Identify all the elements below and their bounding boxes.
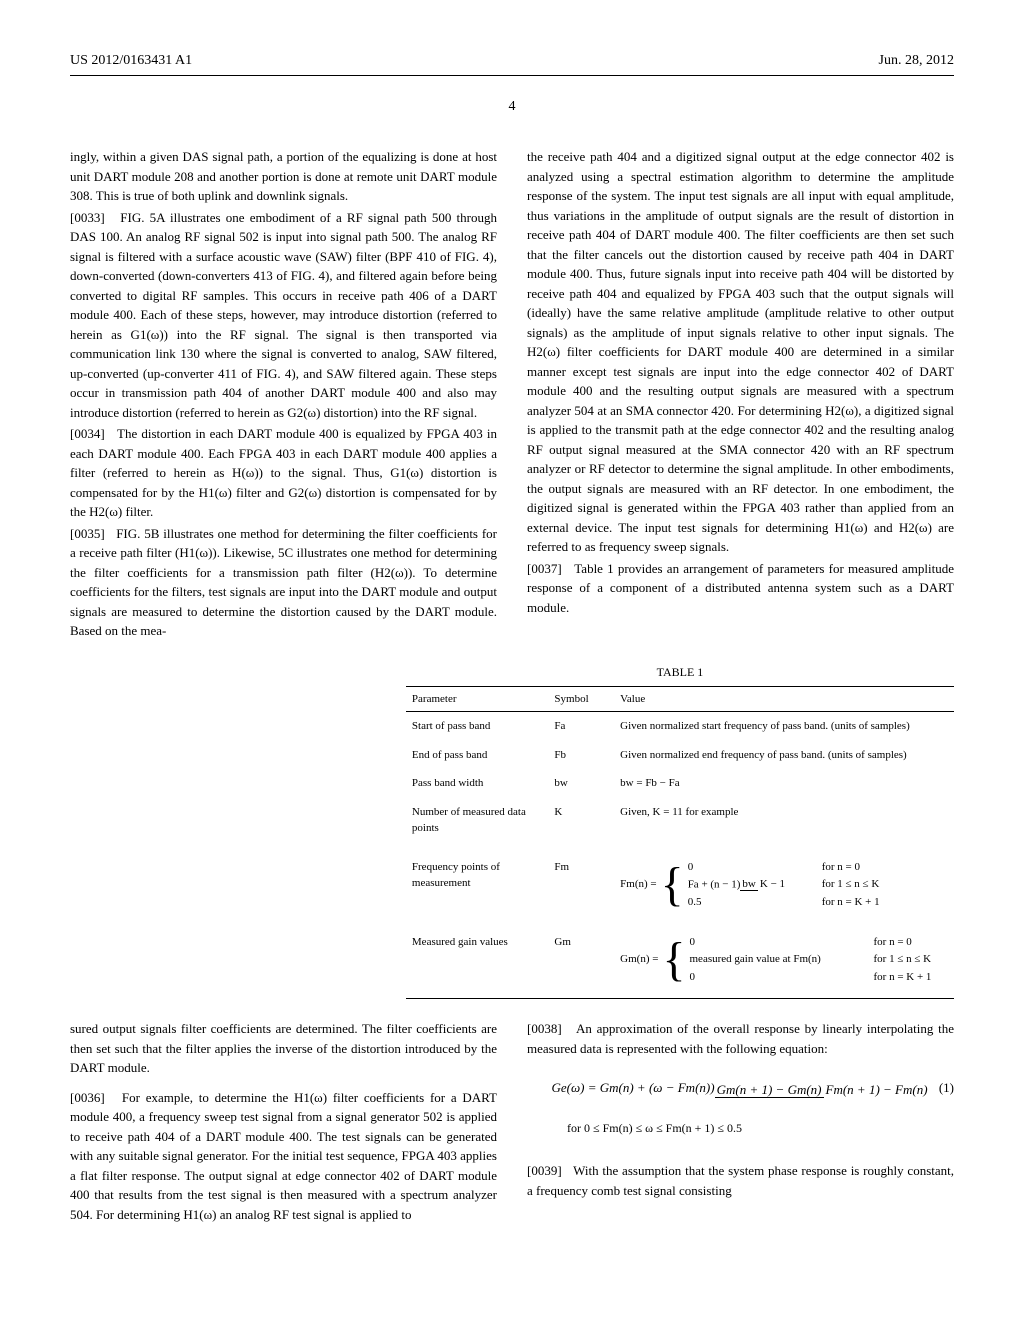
- equation-1-number: (1): [939, 1078, 954, 1098]
- para-intro: ingly, within a given DAS signal path, a…: [70, 147, 497, 206]
- column-left: ingly, within a given DAS signal path, a…: [70, 147, 497, 643]
- publication-number: US 2012/0163431 A1: [70, 50, 192, 71]
- para-34: [0034] The distortion in each DART modul…: [70, 424, 497, 522]
- para-35-text: FIG. 5B illustrates one method for deter…: [70, 526, 497, 639]
- para-num-34: [0034]: [70, 426, 105, 441]
- para-33: [0033] FIG. 5A illustrates one embodimen…: [70, 208, 497, 423]
- main-columns: ingly, within a given DAS signal path, a…: [70, 147, 954, 643]
- para-33-text: FIG. 5A illustrates one embodiment of a …: [70, 210, 497, 420]
- table-cell-param: Frequency points of measurement: [406, 843, 549, 918]
- table-cell-param: Start of pass band: [406, 712, 549, 741]
- para-35: [0035] FIG. 5B illustrates one method fo…: [70, 524, 497, 641]
- bottom-column-right: [0038] An approximation of the overall r…: [527, 1019, 954, 1226]
- table-row: Frequency points of measurement Fm Fm(n)…: [406, 843, 954, 918]
- table-row: Number of measured data points K Given, …: [406, 798, 954, 843]
- para-num-37: [0037]: [527, 561, 562, 576]
- table-cell-value: Given normalized end frequency of pass b…: [614, 741, 954, 770]
- table-cell-value: Given, K = 11 for example: [614, 798, 954, 843]
- equation-1: Ge(ω) = Gm(n) + (ω − Fm(n))Gm(n + 1) − G…: [527, 1078, 954, 1099]
- para-38: [0038] An approximation of the overall r…: [527, 1019, 954, 1058]
- publication-date: Jun. 28, 2012: [879, 50, 954, 71]
- para-34-text: The distortion in each DART module 400 i…: [70, 426, 497, 519]
- para-num-33: [0033]: [70, 210, 105, 225]
- equation-1-condition: for 0 ≤ Fm(n) ≤ ω ≤ Fm(n + 1) ≤ 0.5: [527, 1119, 954, 1137]
- para-col2-cont: the receive path 404 and a digitized sig…: [527, 147, 954, 557]
- para-num-39: [0039]: [527, 1163, 562, 1178]
- para-bottom-cont: sured output signals filter coefficients…: [70, 1019, 497, 1078]
- table-1-caption: TABLE 1: [406, 663, 954, 681]
- table-cell-param: End of pass band: [406, 741, 549, 770]
- table-cell-symbol: Gm: [548, 918, 614, 999]
- table-cell-formula-fm: Fm(n) = { 0for n = 0 Fa + (n − 1)bwK − 1…: [614, 843, 954, 918]
- para-39: [0039] With the assumption that the syst…: [527, 1161, 954, 1200]
- table-cell-value: bw = Fb − Fa: [614, 769, 954, 798]
- bottom-column-left: sured output signals filter coefficients…: [70, 1019, 497, 1226]
- table-cell-formula-gm: Gm(n) = { 0for n = 0 measured gain value…: [614, 918, 954, 999]
- table-cell-symbol: Fb: [548, 741, 614, 770]
- table-row: End of pass band Fb Given normalized end…: [406, 741, 954, 770]
- page-number: 4: [70, 96, 954, 117]
- table-1: Parameter Symbol Value Start of pass ban…: [406, 686, 954, 1000]
- para-37-text: Table 1 provides an arrangement of param…: [527, 561, 954, 615]
- para-num-36: [0036]: [70, 1090, 105, 1105]
- para-36-text: For example, to determine the H1(ω) filt…: [70, 1090, 497, 1222]
- table-cell-param: Pass band width: [406, 769, 549, 798]
- column-right: the receive path 404 and a digitized sig…: [527, 147, 954, 643]
- table-1-container: TABLE 1 Parameter Symbol Value Start of …: [406, 663, 954, 1000]
- para-37: [0037] Table 1 provides an arrangement o…: [527, 559, 954, 618]
- para-39-text: With the assumption that the system phas…: [527, 1163, 954, 1198]
- table-header-value: Value: [614, 686, 954, 712]
- bottom-columns: sured output signals filter coefficients…: [70, 1019, 954, 1226]
- table-row: Start of pass band Fa Given normalized s…: [406, 712, 954, 741]
- table-row: Pass band width bw bw = Fb − Fa: [406, 769, 954, 798]
- table-cell-symbol: K: [548, 798, 614, 843]
- para-38-text: An approximation of the overall response…: [527, 1021, 954, 1056]
- table-cell-symbol: Fm: [548, 843, 614, 918]
- para-36: [0036] For example, to determine the H1(…: [70, 1088, 497, 1225]
- header-divider: [70, 75, 954, 76]
- table-cell-param: Measured gain values: [406, 918, 549, 999]
- table-row: Measured gain values Gm Gm(n) = { 0for n…: [406, 918, 954, 999]
- table-cell-param: Number of measured data points: [406, 798, 549, 843]
- table-cell-value: Given normalized start frequency of pass…: [614, 712, 954, 741]
- para-num-38: [0038]: [527, 1021, 562, 1036]
- table-header-symbol: Symbol: [548, 686, 614, 712]
- para-num-35: [0035]: [70, 526, 105, 541]
- table-cell-symbol: bw: [548, 769, 614, 798]
- table-header-param: Parameter: [406, 686, 549, 712]
- table-cell-symbol: Fa: [548, 712, 614, 741]
